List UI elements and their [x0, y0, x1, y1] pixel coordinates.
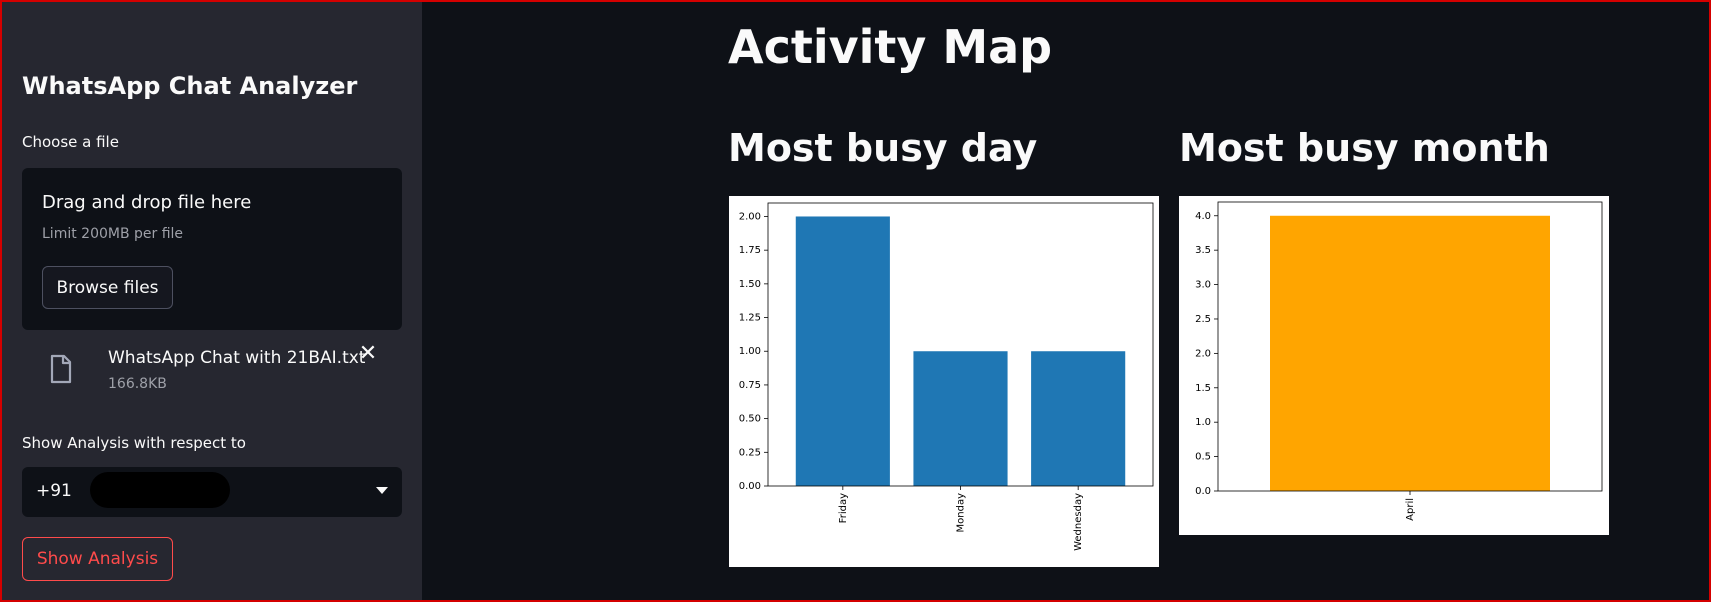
y-tick-label: 1.5 — [1195, 383, 1211, 394]
bar-friday — [795, 216, 890, 486]
busy-day-chart-svg: Friday Monday Wednesday 0.00 0.25 0.50 0.75 1.0… — [739, 202, 1154, 551]
x-tick-label: Friday — [838, 493, 849, 523]
y-tick-label: 2.00 — [739, 211, 761, 222]
bar-monday — [913, 351, 1008, 486]
redaction-mark — [90, 472, 230, 508]
browse-files-button[interactable]: Browse files — [42, 266, 173, 309]
file-name: WhatsApp Chat with 21BAI.txt — [108, 348, 366, 368]
y-tick-label: 1.00 — [739, 346, 761, 357]
y-tick-label: 1.0 — [1195, 417, 1211, 428]
dropzone-instruction: Drag and drop file here — [42, 192, 252, 213]
y-tick-label: 1.75 — [739, 245, 761, 256]
uploaded-file: WhatsApp Chat with 21BAI.txt 166.8KB ✕ — [22, 340, 402, 400]
file-icon — [50, 354, 72, 384]
busy-month-chart: April 0.0 0.5 1.0 1.5 2.0 2.5 3.0 3.5 4.0 — [1179, 196, 1609, 535]
y-tick-label: 4.0 — [1195, 211, 1211, 222]
select-label: Show Analysis with respect to — [22, 434, 246, 452]
plot-frame — [767, 202, 1154, 487]
show-analysis-button[interactable]: Show Analysis — [22, 537, 173, 581]
close-icon[interactable]: ✕ — [358, 341, 378, 366]
y-tick-label: 0.00 — [739, 481, 761, 492]
x-tick-label: Wednesday — [1073, 493, 1084, 551]
y-tick-label: 2.0 — [1195, 348, 1211, 359]
busy-day-title: Most busy day — [728, 126, 1038, 170]
busy-month-title: Most busy month — [1179, 126, 1550, 170]
busy-month-chart-svg: April 0.0 0.5 1.0 1.5 2.0 2.5 3.0 3.5 4.0 — [1195, 201, 1603, 521]
plot-frame — [1217, 201, 1603, 492]
sidebar: WhatsApp Chat Analyzer Choose a file Dra… — [0, 0, 422, 602]
sidebar-title: WhatsApp Chat Analyzer — [22, 72, 358, 100]
page-title: Activity Map — [728, 20, 1053, 74]
y-tick-label: 1.25 — [739, 313, 761, 324]
dropzone-limit: Limit 200MB per file — [42, 226, 184, 242]
x-tick-label: Monday — [956, 493, 967, 533]
y-tick-label: 0.75 — [739, 380, 761, 391]
user-select[interactable]: +91 — [22, 467, 402, 517]
y-tick-label: 3.5 — [1195, 245, 1211, 256]
y-tick-label: 1.50 — [739, 279, 761, 290]
file-dropzone[interactable]: Drag and drop file here Limit 200MB per … — [22, 168, 402, 330]
y-tick-label: 0.25 — [739, 447, 761, 458]
bar-april — [1270, 215, 1550, 491]
y-tick-label: 3.0 — [1195, 280, 1211, 291]
y-tick-label: 0.50 — [739, 414, 761, 425]
y-tick-label: 2.5 — [1195, 314, 1211, 325]
chevron-down-icon — [376, 487, 388, 494]
y-tick-label: 0.0 — [1195, 486, 1211, 497]
x-tick-label: April — [1405, 498, 1416, 521]
bar-wednesday — [1031, 351, 1126, 486]
file-size: 166.8KB — [108, 376, 167, 392]
file-uploader-label: Choose a file — [22, 133, 119, 151]
y-tick-label: 0.5 — [1195, 452, 1211, 463]
select-value: +91 — [36, 481, 72, 501]
busy-day-chart: Friday Monday Wednesday 0.00 0.25 0.50 0.75 1.0… — [729, 196, 1159, 567]
